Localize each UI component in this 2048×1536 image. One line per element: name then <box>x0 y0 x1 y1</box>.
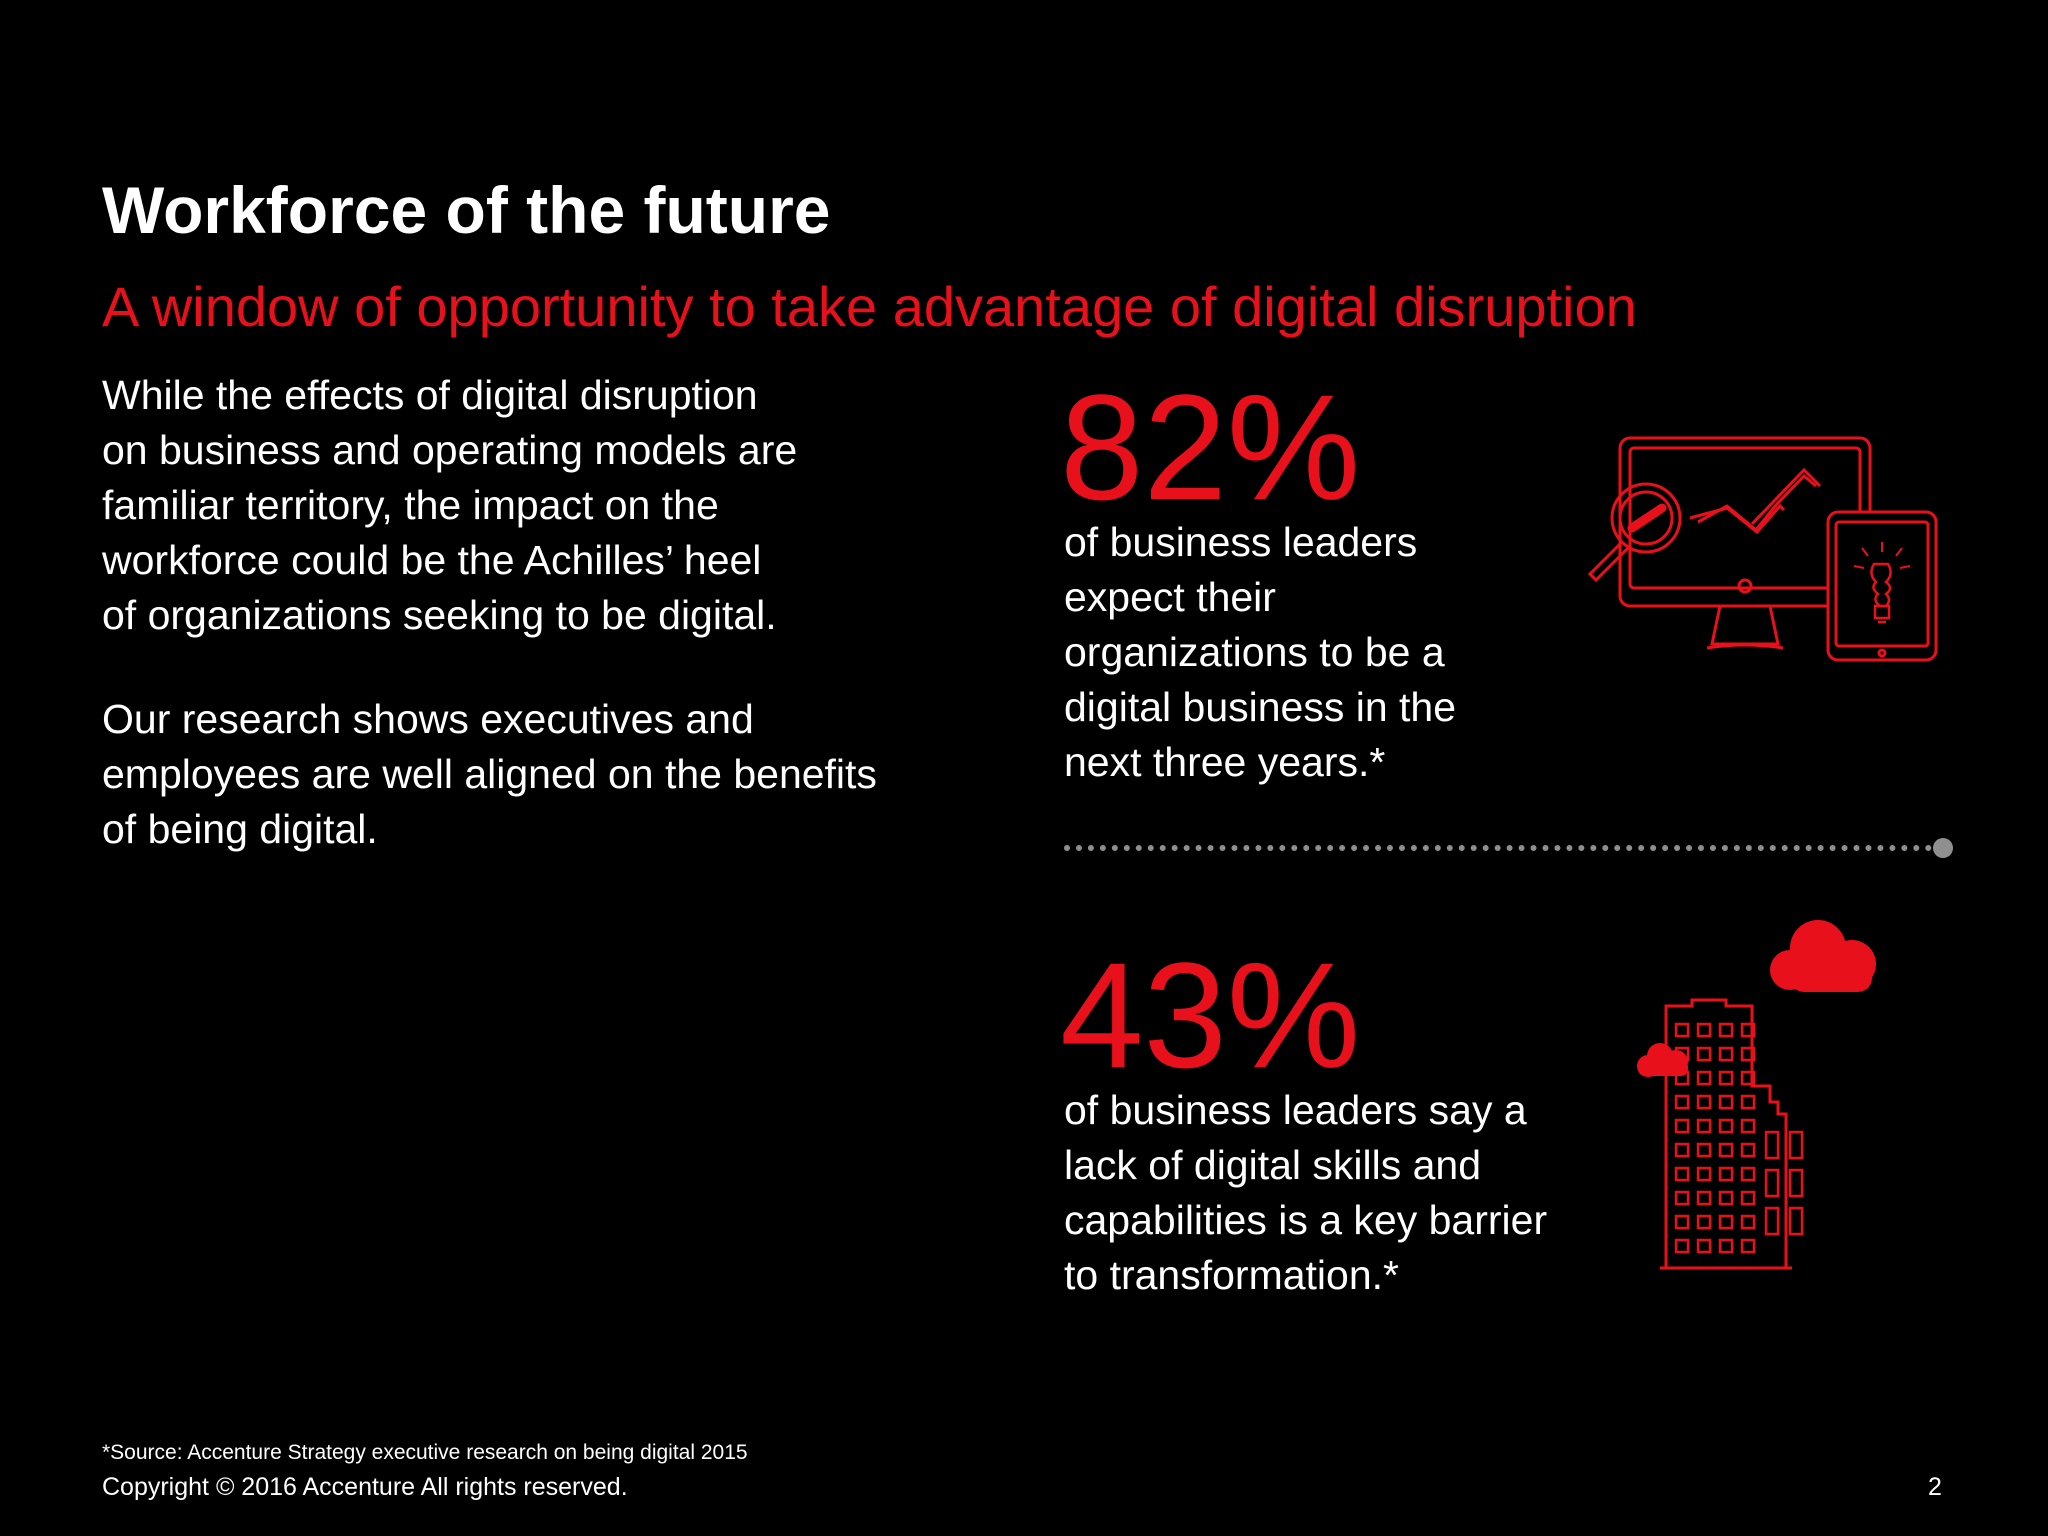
copyright: Copyright © 2016 Accenture All rights re… <box>102 1473 628 1501</box>
stat-caption-line: organizations to be a <box>1064 629 1445 675</box>
stat-value-43: 43% <box>1060 931 1361 1099</box>
intro-line: workforce could be the Achilles’ heel <box>102 537 762 583</box>
stat-caption-line: digital business in the <box>1064 684 1457 730</box>
intro-line: Our research shows executives and <box>102 696 754 742</box>
building-cloud-icon <box>1637 920 1876 1270</box>
intro-line: While the effects of digital disruption <box>102 372 758 418</box>
intro-line: of being digital. <box>102 806 378 852</box>
stat-caption-82: of business leaders expect their organiz… <box>1064 515 1456 790</box>
stat-caption-line: next three years.* <box>1064 739 1386 785</box>
divider-end-dot <box>1933 838 1953 858</box>
stat-value-82: 82% <box>1060 363 1361 531</box>
intro-line: on business and operating models are <box>102 427 798 473</box>
intro-paragraph-1: While the effects of digital disruption … <box>102 368 1002 643</box>
page-number: 2 <box>1928 1473 1942 1501</box>
monitor-analytics-tablet-icon <box>1587 436 1938 662</box>
slide-subtitle: A window of opportunity to take advantag… <box>102 275 1637 338</box>
stat-caption-line: to transformation.* <box>1064 1252 1399 1298</box>
stat-caption-line: of business leaders say a <box>1064 1087 1527 1133</box>
section-divider <box>1064 845 1932 851</box>
intro-line: of organizations seeking to be digital. <box>102 592 777 638</box>
stat-caption-line: of business leaders <box>1064 519 1418 565</box>
intro-line: familiar territory, the impact on the <box>102 482 719 528</box>
stat-caption-line: capabilities is a key barrier <box>1064 1197 1548 1243</box>
stat-caption-43: of business leaders say a lack of digita… <box>1064 1083 1547 1303</box>
slide-title: Workforce of the future <box>102 173 831 247</box>
footnote-source: *Source: Accenture Strategy executive re… <box>102 1441 748 1464</box>
intro-paragraph-2: Our research shows executives and employ… <box>102 692 1002 857</box>
stat-caption-line: expect their <box>1064 574 1276 620</box>
stat-caption-line: lack of digital skills and <box>1064 1142 1482 1188</box>
intro-line: employees are well aligned on the benefi… <box>102 751 877 797</box>
